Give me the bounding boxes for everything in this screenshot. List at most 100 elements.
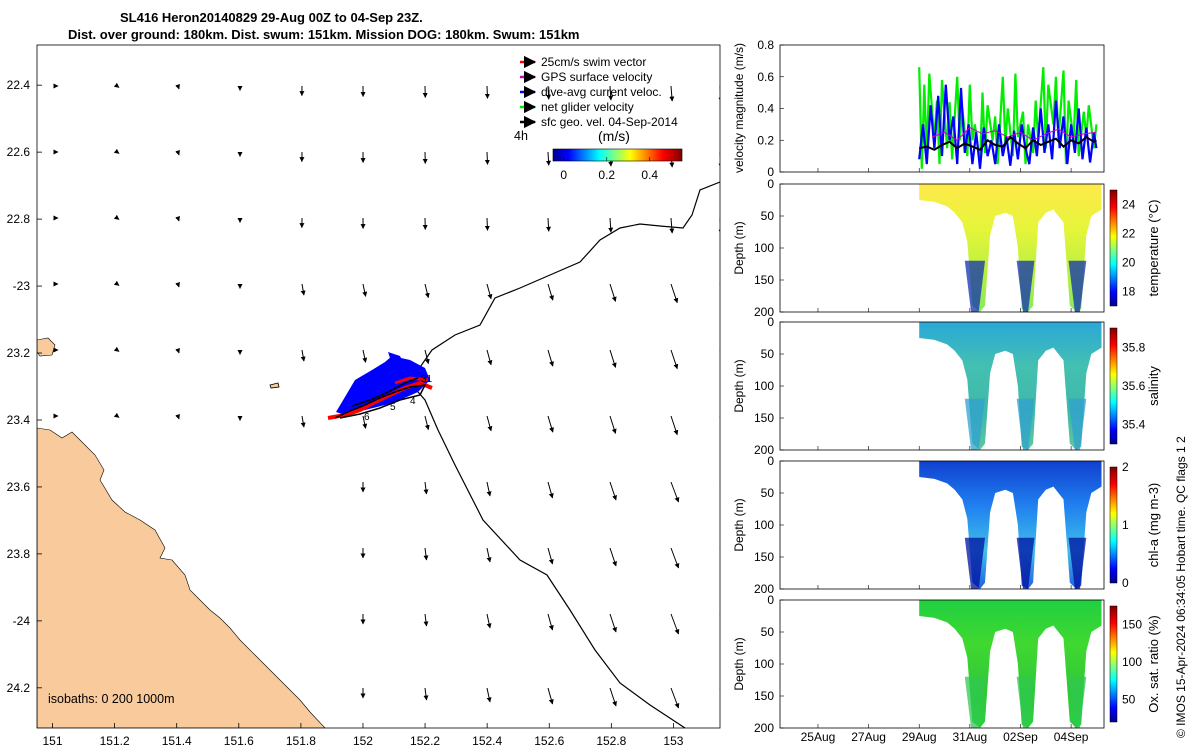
geo-velocity-arrow <box>362 283 368 297</box>
geo-velocity-arrow <box>608 217 614 233</box>
temperature-colorbar-label: temperature (°C) <box>1146 200 1161 297</box>
oxygen-deep-dive <box>964 676 986 728</box>
depth-tick-label: 150 <box>754 689 774 703</box>
geo-velocity-arrow <box>545 217 551 232</box>
geo-velocity-arrow <box>670 687 680 709</box>
salinity-colorbar-tick-label: 35.8 <box>1122 340 1146 354</box>
map-y-tick-label: -23 <box>13 279 31 293</box>
salinity-colorbar <box>1109 327 1118 445</box>
geo-velocity-arrow <box>547 415 554 433</box>
geo-velocity-arrow <box>113 280 120 286</box>
chl-a-deep-dive <box>1068 537 1087 589</box>
time-tick-label: 25Aug <box>801 730 836 744</box>
depth-tick-label: 50 <box>761 486 775 500</box>
time-tick-label: 29Aug <box>902 730 937 744</box>
geo-velocity-arrow <box>719 688 720 690</box>
geo-velocity-arrow <box>423 687 429 701</box>
geo-velocity-arrow <box>486 283 493 300</box>
colorbar-tick-label: 0.4 <box>641 168 658 182</box>
geo-velocity-arrow <box>113 214 120 220</box>
depth-tick-label: 150 <box>754 550 774 564</box>
chl-a-colorbar-tick-label: 0 <box>1122 576 1129 590</box>
map-y-tick-label: 23.8 <box>7 547 31 561</box>
geo-velocity-arrow <box>423 613 429 627</box>
geo-velocity-arrow <box>609 415 617 434</box>
geo-velocity-arrow <box>719 482 720 484</box>
time-tick-label: 27Aug <box>851 730 886 744</box>
isobath-line <box>411 181 720 728</box>
colorbar-tick-label: 0.2 <box>598 168 615 182</box>
geo-velocity-arrow <box>609 547 617 567</box>
track-label: 6 <box>364 412 370 423</box>
oxygen-colorbar-label: Ox. sat. ratio (%) <box>1146 615 1161 713</box>
geo-velocity-arrow <box>609 687 617 707</box>
chl-a-colorbar <box>1109 466 1118 584</box>
geo-velocity-arrow <box>547 481 554 499</box>
hours-label: 4h <box>514 129 528 143</box>
oxygen-deep-dive <box>1016 676 1035 728</box>
map-y-tick-label: 23.2 <box>7 346 31 360</box>
temperature-deep-dive <box>1068 260 1087 312</box>
depth-tick-label: 100 <box>754 518 774 532</box>
geo-velocity-arrow <box>486 481 492 497</box>
temperature-y-label: Depth (m) <box>732 221 746 274</box>
geo-velocity-arrow <box>113 346 120 352</box>
geo-velocity-arrow <box>547 613 554 631</box>
surface-geostrophic-vectors <box>53 82 720 709</box>
map-x-tick-label: 152.8 <box>596 734 626 748</box>
oxygen-colorbar-tick-label: 50 <box>1122 693 1136 707</box>
depth-tick-label: 200 <box>754 443 774 457</box>
geo-velocity-arrow <box>424 349 430 365</box>
speed-colorbar-ticks: 0 0.2 0.4 <box>560 157 658 182</box>
track-label: 31 <box>421 374 433 385</box>
salinity-deep-dive <box>1068 398 1087 450</box>
oxygen-colorbar-tick-label: 100 <box>1122 655 1142 669</box>
map-x-tick-label: 151.8 <box>286 734 316 748</box>
figure-title-line1: SL416 Heron20140829 29-Aug 00Z to 04-Sep… <box>120 10 423 25</box>
chl-a-colorbar-tick-label: 2 <box>1122 460 1129 474</box>
coastline-land <box>37 337 56 357</box>
geo-velocity-arrow <box>175 215 180 222</box>
map-y-axis: 22.4 22.6 22.8 -23 23.2 23.4 23.6 23.8 -24 24.2 <box>7 78 42 695</box>
salinity-colorbar-tick-label: 35.4 <box>1122 418 1146 432</box>
geo-velocity-arrow <box>719 350 720 352</box>
depth-tick-label: 150 <box>754 273 774 287</box>
legend-entry-label: 25cm/s swim vector <box>541 55 646 69</box>
isobaths-label: isobaths: 0 200 1000m <box>48 692 174 706</box>
geo-velocity-arrow <box>547 687 554 705</box>
depth-tick-label: 50 <box>761 625 775 639</box>
geo-velocity-arrow <box>113 148 120 154</box>
velocity-series-1 <box>918 84 1098 169</box>
map-x-tick-label: 151.6 <box>224 734 254 748</box>
geo-velocity-arrow <box>547 349 554 367</box>
geo-velocity-arrow <box>486 547 492 563</box>
map-y-tick-label: 22.6 <box>7 145 31 159</box>
salinity-section <box>919 322 1102 450</box>
salinity-colorbar-label: salinity <box>1146 366 1161 406</box>
map-y-tick-label: 22.8 <box>7 212 31 226</box>
salinity-deep-dive <box>1016 398 1035 450</box>
velocity-series-2 <box>931 126 1097 141</box>
velocity-y-tick-label: 0.4 <box>757 102 774 116</box>
chl-a-section <box>919 461 1102 589</box>
geo-velocity-arrow <box>175 413 180 420</box>
legend-entry-label: dive-avg current veloc. <box>541 85 662 99</box>
time-tick-label: 31Aug <box>952 730 987 744</box>
geo-velocity-arrow <box>719 416 720 418</box>
map-x-tick-label: 151.2 <box>100 734 130 748</box>
chl-a-colorbar-tick-label: 1 <box>1122 518 1129 532</box>
depth-tick-label: 0 <box>767 177 774 191</box>
geo-velocity-arrow <box>609 283 617 302</box>
legend-entry-label: GPS surface velocity <box>541 70 652 84</box>
geo-velocity-arrow <box>362 415 368 429</box>
glider-track <box>327 352 433 420</box>
chl-a-deep-dive <box>964 537 986 589</box>
oxygen-colorbar-tick-label: 150 <box>1122 618 1142 632</box>
map-x-tick-label: 152.2 <box>410 734 440 748</box>
oxygen-deep-dive <box>1068 676 1087 728</box>
depth-tick-label: 50 <box>761 347 775 361</box>
velocity-y-tick-label: 0.2 <box>757 133 774 147</box>
depth-tick-label: 200 <box>754 721 774 735</box>
